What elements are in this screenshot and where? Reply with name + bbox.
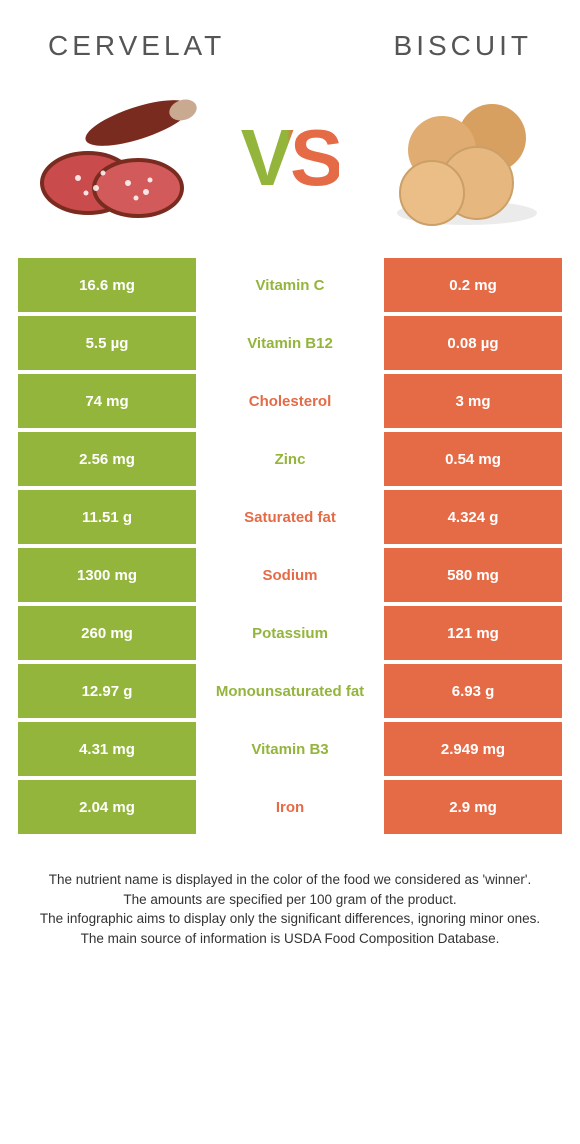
left-value: 16.6 mg xyxy=(18,258,196,312)
hero-row: VS xyxy=(18,68,562,258)
nutrient-row: 260 mgPotassium121 mg xyxy=(18,606,562,660)
left-value: 2.56 mg xyxy=(18,432,196,486)
vs-label: VS xyxy=(241,112,340,204)
right-value: 2.949 mg xyxy=(384,722,562,776)
nutrient-row: 2.04 mgIron2.9 mg xyxy=(18,780,562,834)
nutrient-name: Vitamin B12 xyxy=(196,316,384,370)
left-value: 4.31 mg xyxy=(18,722,196,776)
right-value: 0.08 µg xyxy=(384,316,562,370)
footer-line: The nutrient name is displayed in the co… xyxy=(24,870,556,890)
nutrient-name: Sodium xyxy=(196,548,384,602)
nutrient-name: Vitamin B3 xyxy=(196,722,384,776)
nutrient-row: 1300 mgSodium580 mg xyxy=(18,548,562,602)
nutrient-row: 16.6 mgVitamin C0.2 mg xyxy=(18,258,562,312)
title-row: Cervelat Biscuit xyxy=(18,12,562,68)
right-value: 2.9 mg xyxy=(384,780,562,834)
footer-notes: The nutrient name is displayed in the co… xyxy=(18,870,562,948)
footer-line: The amounts are specified per 100 gram o… xyxy=(24,890,556,910)
left-value: 5.5 µg xyxy=(18,316,196,370)
left-value: 11.51 g xyxy=(18,490,196,544)
left-value: 2.04 mg xyxy=(18,780,196,834)
right-value: 0.2 mg xyxy=(384,258,562,312)
nutrient-name: Vitamin C xyxy=(196,258,384,312)
left-food-title: Cervelat xyxy=(48,30,225,62)
biscuit-image xyxy=(382,88,552,228)
left-value: 12.97 g xyxy=(18,664,196,718)
nutrient-name: Saturated fat xyxy=(196,490,384,544)
nutrient-row: 2.56 mgZinc0.54 mg xyxy=(18,432,562,486)
nutrient-name: Cholesterol xyxy=(196,374,384,428)
right-value: 4.324 g xyxy=(384,490,562,544)
nutrient-row: 11.51 gSaturated fat4.324 g xyxy=(18,490,562,544)
right-value: 3 mg xyxy=(384,374,562,428)
right-value: 580 mg xyxy=(384,548,562,602)
left-value: 1300 mg xyxy=(18,548,196,602)
right-value: 6.93 g xyxy=(384,664,562,718)
nutrient-row: 74 mgCholesterol3 mg xyxy=(18,374,562,428)
right-value: 121 mg xyxy=(384,606,562,660)
nutrient-name: Potassium xyxy=(196,606,384,660)
cervelat-image xyxy=(28,88,198,228)
nutrient-name: Monounsaturated fat xyxy=(196,664,384,718)
nutrient-row: 5.5 µgVitamin B120.08 µg xyxy=(18,316,562,370)
nutrient-name: Zinc xyxy=(196,432,384,486)
nutrient-row: 4.31 mgVitamin B32.949 mg xyxy=(18,722,562,776)
left-value: 74 mg xyxy=(18,374,196,428)
right-value: 0.54 mg xyxy=(384,432,562,486)
footer-line: The infographic aims to display only the… xyxy=(24,909,556,929)
nutrient-row: 12.97 gMonounsaturated fat6.93 g xyxy=(18,664,562,718)
nutrient-table: 16.6 mgVitamin C0.2 mg5.5 µgVitamin B120… xyxy=(18,258,562,834)
right-food-title: Biscuit xyxy=(394,30,532,62)
nutrient-name: Iron xyxy=(196,780,384,834)
footer-line: The main source of information is USDA F… xyxy=(24,929,556,949)
left-value: 260 mg xyxy=(18,606,196,660)
